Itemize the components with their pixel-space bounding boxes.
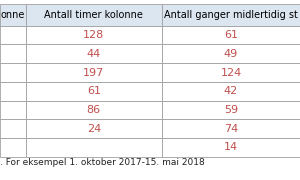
Bar (0, 63, 26, 82)
Text: 24: 24 (87, 123, 101, 134)
Bar (0, 119, 26, 138)
Bar (26, 101, 162, 119)
Bar (162, 44, 300, 63)
Text: 42: 42 (224, 86, 238, 96)
Text: 197: 197 (83, 68, 104, 78)
Text: 128: 128 (83, 30, 104, 40)
Bar (0, 138, 26, 157)
Text: 61: 61 (224, 30, 238, 40)
Text: 124: 124 (220, 68, 242, 78)
Bar (26, 82, 162, 101)
Bar (0, 4, 26, 26)
Bar (0, 44, 26, 63)
Bar (0, 101, 26, 119)
Bar (162, 4, 300, 26)
Text: . For eksempel 1. oktober 2017-15. mai 2018: . For eksempel 1. oktober 2017-15. mai 2… (0, 158, 205, 167)
Bar (0, 26, 26, 44)
Bar (26, 26, 162, 44)
Bar (162, 119, 300, 138)
Text: Antall ganger midlertidig st: Antall ganger midlertidig st (164, 10, 298, 20)
Bar (26, 4, 162, 26)
Text: 59: 59 (224, 105, 238, 115)
Text: 61: 61 (87, 86, 101, 96)
Bar (26, 138, 162, 157)
Bar (162, 101, 300, 119)
Bar (162, 82, 300, 101)
Bar (26, 63, 162, 82)
Bar (162, 138, 300, 157)
Text: 86: 86 (87, 105, 101, 115)
Text: 74: 74 (224, 123, 238, 134)
Bar (0, 82, 26, 101)
Bar (162, 26, 300, 44)
Bar (26, 44, 162, 63)
Text: 44: 44 (87, 49, 101, 59)
Text: 49: 49 (224, 49, 238, 59)
Bar (26, 119, 162, 138)
Text: onne: onne (1, 10, 25, 20)
Bar (162, 63, 300, 82)
Text: 14: 14 (224, 142, 238, 152)
Text: Antall timer kolonne: Antall timer kolonne (44, 10, 143, 20)
